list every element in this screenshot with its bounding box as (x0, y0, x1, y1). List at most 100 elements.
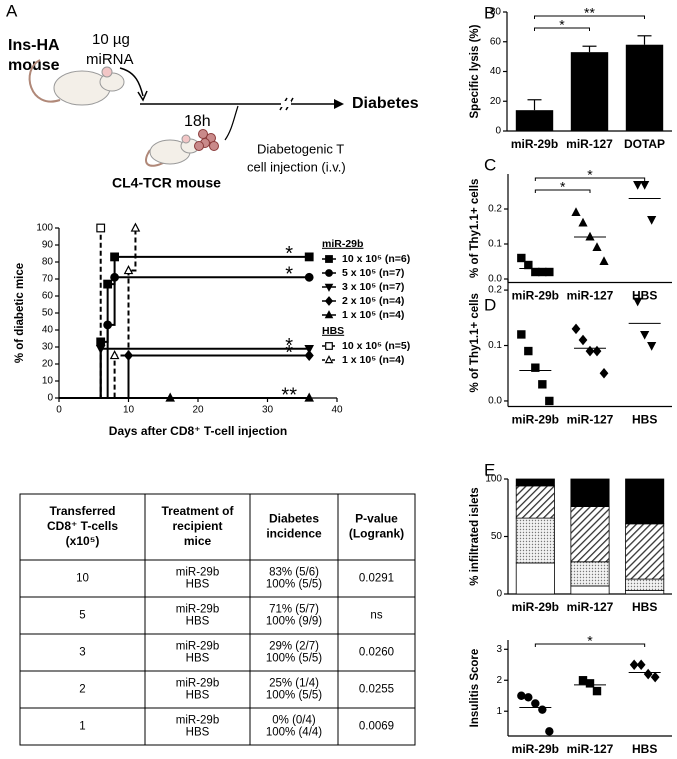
point (592, 686, 602, 696)
table-cell: 100% (9/9) (266, 616, 322, 628)
y-tick-label: 1 (496, 706, 502, 717)
injection-label: Diabetogenic T (257, 141, 344, 156)
y-axis-label: % of diabetic mice (14, 263, 26, 363)
panel-label: A (6, 1, 18, 20)
y-tick-label: 80 (42, 257, 54, 268)
point (545, 396, 554, 406)
bar-segment (570, 478, 610, 508)
mouse-ear (181, 134, 191, 144)
bar-segment (570, 561, 610, 587)
point (571, 207, 581, 216)
cells (194, 129, 219, 151)
x-axis-label: Days after CD8⁺ T-cell injection (109, 424, 287, 438)
bar-segment (625, 523, 665, 580)
bar (570, 52, 609, 131)
y-tick-label: 0.0 (488, 274, 502, 285)
point (165, 392, 175, 402)
bar-segment (570, 506, 610, 563)
point (130, 222, 141, 232)
point (517, 253, 526, 263)
x-tick-label: miR-127 (567, 289, 614, 303)
legend-title: miR-29b (322, 238, 363, 250)
y-tick-label: 70 (42, 274, 54, 285)
point (599, 367, 609, 379)
legend-symbol (324, 283, 334, 292)
table-header: incidence (266, 527, 322, 541)
arrow-head (334, 99, 344, 109)
table-cell: 1 (79, 721, 85, 733)
y-tick-label: 30 (42, 342, 54, 353)
y-axis-label: % infiltrated islets (469, 487, 481, 585)
bar-segment (515, 478, 555, 487)
point (647, 342, 657, 351)
panel-label: E (484, 460, 495, 479)
point (517, 691, 526, 700)
significance-bracket (534, 189, 591, 193)
point (538, 380, 547, 389)
y-tick-label: 0 (495, 126, 501, 137)
legend-symbol (324, 296, 334, 306)
point (109, 350, 120, 360)
table-cell: 71% (5/7) (269, 604, 319, 616)
bar (625, 44, 664, 131)
table-header: Treatment of (161, 504, 234, 518)
table-cell: miR-29b (176, 641, 219, 653)
bar-segment (570, 585, 610, 595)
y-axis-label: % of Thy1.1+ cells (469, 179, 481, 278)
table-cell: miR-29b (176, 604, 219, 616)
table-cell: 3 (79, 647, 85, 659)
step-line (59, 228, 137, 399)
x-tick-label: miR-127 (567, 600, 614, 614)
point (531, 363, 540, 372)
y-tick-label: 0.2 (488, 204, 502, 215)
significance-label: * (285, 335, 293, 357)
dose-label: miRNA (86, 51, 134, 68)
y-tick-label: 40 (490, 66, 502, 77)
y-tick-label: 40 (42, 325, 54, 336)
table-cell: 10 (76, 573, 89, 585)
legend-label: 2 x 10⁵ (n=4) (342, 295, 404, 307)
table-cell: miR-29b (176, 715, 219, 727)
point (585, 679, 595, 688)
x-tick-label: 20 (192, 405, 204, 416)
y-tick-label: 0 (496, 589, 502, 600)
outcome-label: Diabetes (352, 95, 419, 112)
bar-segment (625, 578, 665, 591)
significance-bracket (534, 15, 645, 19)
point (96, 223, 106, 233)
table-header: recipient (172, 519, 222, 533)
x-tick-label: 30 (262, 405, 274, 416)
dose-label: 10 µg (92, 31, 130, 48)
bar-segment (625, 478, 665, 525)
point (636, 659, 646, 671)
point (545, 727, 554, 736)
point (585, 231, 595, 241)
table-cell: 5 (79, 610, 85, 622)
point (517, 330, 526, 339)
point (103, 279, 113, 289)
panel-label: B (484, 3, 495, 22)
schematic: Ins-HA mouse 10 µg miRNA Diabetes 18h Di… (8, 31, 419, 191)
bar-segment (625, 590, 665, 595)
table-header: Diabetes (269, 512, 319, 526)
significance-label: * (285, 243, 293, 265)
mouse-ear (101, 66, 113, 78)
significance-label: * (559, 17, 565, 33)
point (633, 297, 643, 307)
table-header: (Logrank) (349, 527, 404, 541)
y-tick-label: 0.0 (488, 396, 502, 407)
point (643, 668, 653, 680)
y-tick-label: 100 (36, 223, 53, 234)
table-cell: 25% (1/4) (269, 678, 319, 690)
table-cell: HBS (186, 653, 210, 665)
table-cell: 83% (5/6) (269, 567, 319, 579)
break-gap (281, 101, 291, 107)
table-cell: miR-29b (176, 567, 219, 579)
legend-symbol (325, 342, 333, 350)
significance-label: * (285, 342, 293, 364)
y-tick-label: 0 (47, 393, 53, 404)
y-tick-label: 50 (491, 531, 503, 542)
legend-label: 1 x 10⁵ (n=4) (342, 309, 404, 321)
significance-bracket (534, 27, 590, 31)
step-line (59, 228, 102, 399)
